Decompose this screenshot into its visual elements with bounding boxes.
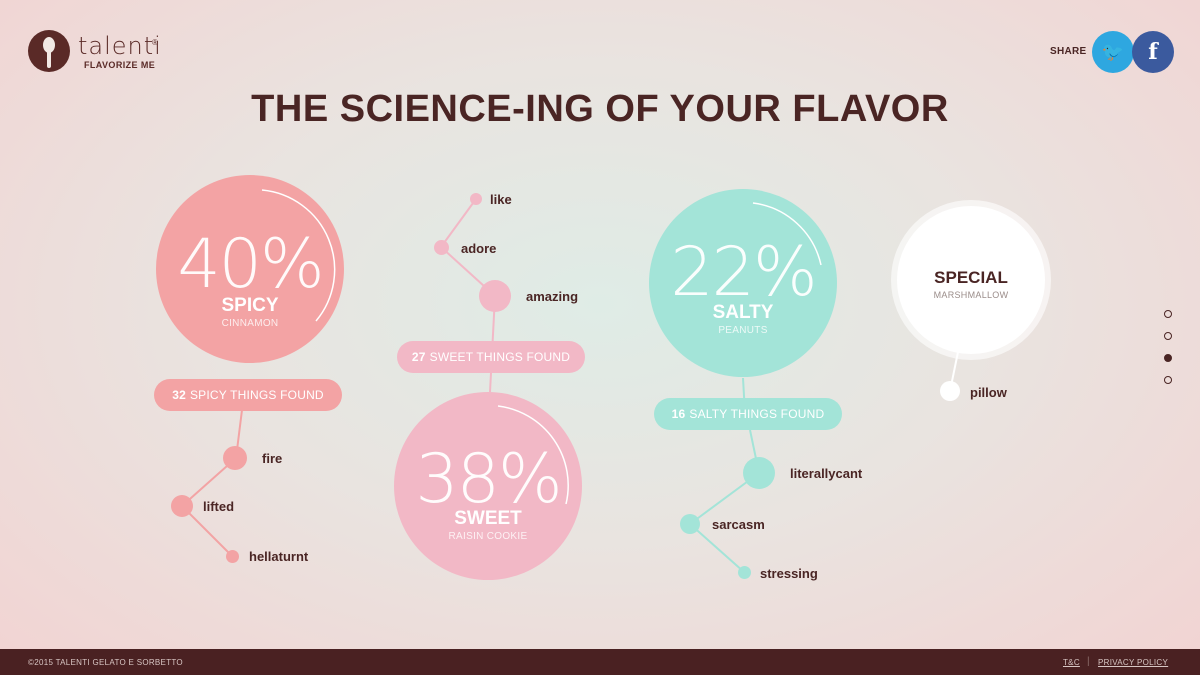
spicy-progress-arc: [261, 189, 336, 322]
sweet-flavor-circle[interactable]: 38% SWEET RAISIN COOKIE: [394, 392, 582, 580]
sweet-word-dot[interactable]: [479, 280, 511, 312]
facebook-share-button[interactable]: f: [1132, 31, 1174, 73]
privacy-policy-link[interactable]: PRIVACY POLICY: [1098, 658, 1169, 667]
sweet-percent: 38%: [415, 440, 562, 519]
sweet-found-pill[interactable]: 27 SWEET THINGS FOUND: [397, 341, 585, 373]
sweet-progress-arc: [497, 405, 569, 505]
special-word-dot[interactable]: [940, 381, 960, 401]
salty-word-dot[interactable]: [680, 514, 700, 534]
salty-flavor-circle[interactable]: 22% SALTY PEANUTS: [649, 189, 837, 377]
page-dot[interactable]: [1164, 332, 1172, 340]
salty-found-count: 16: [671, 407, 686, 421]
sweet-word[interactable]: amazing: [526, 289, 579, 304]
salty-percent: 22%: [670, 233, 817, 312]
sweet-word-dot[interactable]: [434, 240, 449, 255]
sweet-found-count: 27: [411, 350, 426, 364]
spicy-sub: CINNAMON: [221, 318, 279, 329]
salty-word[interactable]: stressing: [760, 566, 818, 581]
sweet-word-dot[interactable]: [470, 193, 482, 205]
spicy-word[interactable]: lifted: [203, 499, 235, 514]
sweet-name: SWEET: [454, 508, 522, 529]
spicy-word-dot[interactable]: [226, 550, 239, 563]
salty-progress-arc: [752, 202, 822, 266]
brand-name[interactable]: talenti: [78, 32, 162, 60]
sweet-sub: RAISIN COOKIE: [448, 531, 528, 542]
twitter-icon: 🐦: [1101, 41, 1125, 62]
spicy-word-dot[interactable]: [223, 446, 247, 470]
twitter-share-button[interactable]: 🐦: [1092, 31, 1134, 73]
facebook-icon: f: [1148, 39, 1158, 65]
special-word[interactable]: pillow: [970, 385, 1007, 400]
spoon-stem: [47, 50, 51, 68]
footer-separator: |: [1087, 656, 1090, 667]
special-flavor-circle[interactable]: SPECIAL MARSHMALLOW: [897, 206, 1045, 354]
spicy-flavor-circle[interactable]: 40% SPICY CINNAMON: [156, 175, 344, 363]
salty-sub: PEANUTS: [718, 325, 768, 336]
page-dot-active[interactable]: [1164, 354, 1172, 362]
spoon-icon: [43, 37, 55, 53]
spicy-found-pill[interactable]: 32 SPICY THINGS FOUND: [154, 379, 342, 411]
salty-word[interactable]: literallycant: [790, 466, 863, 481]
brand-tagline: FLAVORIZE ME: [84, 60, 156, 70]
spicy-word-dot[interactable]: [171, 495, 193, 517]
spicy-word[interactable]: hellaturnt: [249, 549, 309, 564]
page-dot[interactable]: [1164, 376, 1172, 384]
salty-found-label: SALTY THINGS FOUND: [689, 407, 825, 421]
spicy-found-label: SPICY THINGS FOUND: [189, 388, 324, 402]
salty-word-dot[interactable]: [738, 566, 751, 579]
registered-mark: ®: [152, 38, 158, 47]
footer: ©2015 TALENTI GELATO E SORBETTO T&C | PR…: [0, 649, 1200, 675]
salty-word-dot[interactable]: [743, 457, 775, 489]
terms-link[interactable]: T&C: [1063, 658, 1080, 667]
salty-found-pill[interactable]: 16 SALTY THINGS FOUND: [654, 398, 842, 430]
spicy-name: SPICY: [221, 295, 279, 316]
page-dot[interactable]: [1164, 310, 1172, 318]
talenti-logo-icon[interactable]: [28, 30, 70, 72]
spicy-word[interactable]: fire: [262, 451, 283, 466]
page-title: THE SCIENCE-ING OF YOUR FLAVOR: [251, 88, 949, 130]
spicy-found-count: 32: [172, 388, 186, 402]
special-name: SPECIAL: [934, 268, 1008, 287]
spicy-percent: 40%: [177, 225, 324, 304]
share-label: SHARE: [1050, 46, 1087, 57]
salty-name: SALTY: [712, 302, 774, 323]
special-sub: MARSHMALLOW: [933, 290, 1009, 300]
sweet-word[interactable]: adore: [461, 241, 497, 256]
sweet-found-label: SWEET THINGS FOUND: [429, 350, 571, 364]
sweet-word[interactable]: like: [490, 192, 512, 207]
copyright-text: ©2015 TALENTI GELATO E SORBETTO: [28, 658, 183, 667]
salty-word[interactable]: sarcasm: [712, 517, 765, 532]
